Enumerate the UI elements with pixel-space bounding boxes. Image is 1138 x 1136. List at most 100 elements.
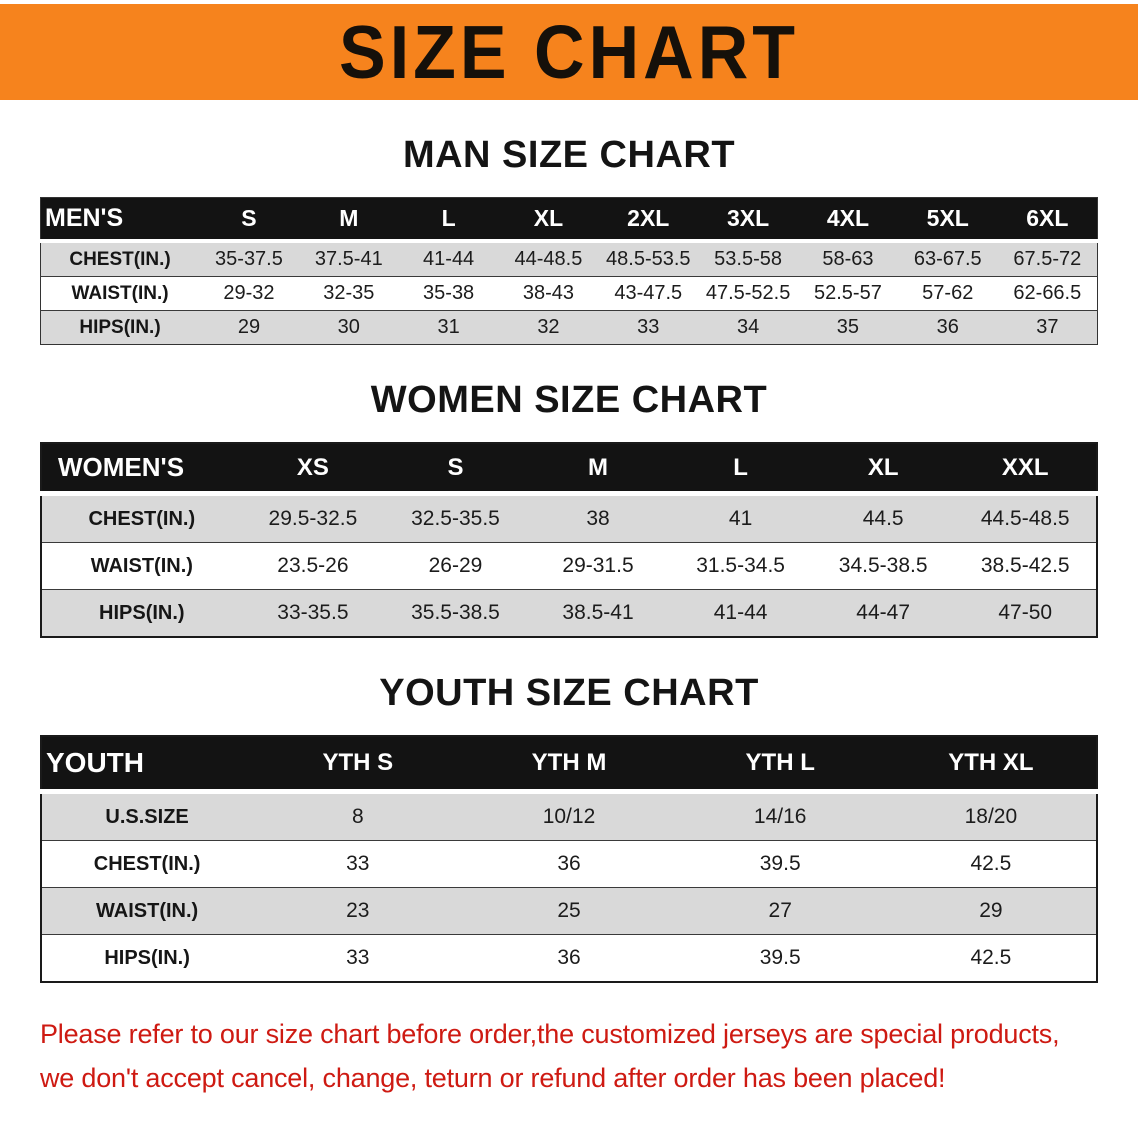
size-header-cell: 4XL xyxy=(798,197,898,243)
value-cell: 35-38 xyxy=(423,282,475,304)
disclaimer: Please refer to our size chart before or… xyxy=(40,1013,1138,1100)
size-header-cell: XS xyxy=(241,443,385,496)
size-header-cell: XXL xyxy=(954,443,1097,496)
size-header-cell: 3XL xyxy=(698,197,799,243)
value-cell: 33-35.5 xyxy=(277,601,349,624)
value-cell: 33 xyxy=(637,316,660,338)
value-cell: 32-35 xyxy=(323,282,375,304)
value-cell: 39.5 xyxy=(759,946,801,969)
table-header-row: MEN'S S M L XL 2XL 3XL 4XL 5XL 6XL xyxy=(40,197,1098,243)
value-cell: 38-43 xyxy=(522,282,575,304)
value-cell: 37 xyxy=(1036,316,1059,338)
value-cell: 36 xyxy=(557,852,581,875)
value-cell: 58-63 xyxy=(822,248,874,270)
table-header-row: YOUTH YTH S YTH M YTH L YTH XL xyxy=(41,736,1097,794)
size-header-cell: S xyxy=(384,443,527,496)
value-cell: 48.5-53.5 xyxy=(606,248,691,270)
value-cell: 36 xyxy=(557,946,581,969)
value-cell: 37.5-41 xyxy=(314,248,383,270)
value-cell: 33 xyxy=(346,946,370,969)
value-cell: 44-47 xyxy=(856,601,911,624)
size-header-cell: 5XL xyxy=(897,197,998,243)
men-heading: MAN SIZE CHART xyxy=(402,134,736,176)
youth-section: YOUTH SIZE CHART YOUTH YTH S YTH M YTH L YTH… xyxy=(0,672,1138,983)
value-cell: 18/20 xyxy=(964,805,1018,828)
size-header-cell: XL xyxy=(811,443,955,496)
value-cell: 41-44 xyxy=(423,248,475,270)
table-row: HIPS(IN.) 29 30 31 32 33 34 35 36 37 xyxy=(40,310,1098,345)
value-cell: 27 xyxy=(768,899,792,922)
row-label-cell: CHEST(IN.) xyxy=(69,248,171,270)
value-cell: 42.5 xyxy=(970,852,1012,875)
youth-size-table: YOUTH YTH S YTH M YTH L YTH XL U.S.SIZE 8 10/12… xyxy=(40,735,1098,983)
value-cell: 29 xyxy=(979,899,1003,922)
youth-heading: YOUTH SIZE CHART xyxy=(379,672,759,714)
row-label-cell: HIPS(IN.) xyxy=(79,316,161,338)
value-cell: 47-50 xyxy=(998,601,1053,624)
disclaimer-line-1: Please refer to our size chart before or… xyxy=(40,1019,1060,1049)
size-chart-page: SIZE CHART MAN SIZE CHART MEN'S S M L XL 2XL 3… xyxy=(0,4,1138,1100)
value-cell: 35-37.5 xyxy=(215,248,283,270)
value-cell: 41 xyxy=(728,507,753,530)
row-label-cell: CHEST(IN.) xyxy=(88,507,196,530)
table-row: HIPS(IN.) 33-35.5 35.5-38.5 38.5-41 41-44 44-… xyxy=(41,589,1097,637)
row-label-cell: CHEST(IN.) xyxy=(93,852,201,875)
table-row: WAIST(IN.) 29-32 32-35 35-38 38-43 43-47.5 47.… xyxy=(40,277,1098,311)
size-header-cell: M xyxy=(526,443,670,496)
size-header-cell: YTH XL xyxy=(885,736,1097,794)
value-cell: 8 xyxy=(351,805,364,828)
men-size-table: MEN'S S M L XL 2XL 3XL 4XL 5XL 6XL CHEST(IN.) 35-37… xyxy=(40,197,1098,345)
value-cell: 43-47.5 xyxy=(614,282,683,304)
row-label-cell: U.S.SIZE xyxy=(105,805,189,828)
value-cell: 10/12 xyxy=(542,805,596,828)
value-cell: 29.5-32.5 xyxy=(268,507,358,530)
value-cell: 32.5-35.5 xyxy=(411,507,500,530)
value-cell: 25 xyxy=(557,899,581,922)
table-title-cell: MEN'S xyxy=(40,197,200,243)
value-cell: 42.5 xyxy=(970,946,1012,969)
value-cell: 23 xyxy=(346,899,370,922)
value-cell: 41-44 xyxy=(713,601,768,624)
value-cell: 44.5 xyxy=(862,507,904,530)
value-cell: 39.5 xyxy=(759,852,801,875)
value-cell: 26-29 xyxy=(428,554,483,577)
value-cell: 63-67.5 xyxy=(913,248,982,270)
row-label-cell: HIPS(IN.) xyxy=(104,946,190,969)
row-label-cell: WAIST(IN.) xyxy=(95,899,199,922)
value-cell: 67.5-72 xyxy=(1013,248,1082,270)
value-cell: 34.5-38.5 xyxy=(838,554,928,577)
value-cell: 29 xyxy=(237,316,261,338)
table-row: WAIST(IN.) 23 25 27 29 xyxy=(41,887,1097,935)
value-cell: 52.5-57 xyxy=(814,282,882,304)
size-header-cell: YTH L xyxy=(674,736,886,794)
table-row: CHEST(IN.) 29.5-32.5 32.5-35.5 38 41 44.5 44.5… xyxy=(41,493,1097,543)
size-header-cell: YTH M xyxy=(463,736,675,794)
value-cell: 38.5-41 xyxy=(562,601,634,624)
value-cell: 53.5-58 xyxy=(714,248,783,270)
value-cell: 31.5-34.5 xyxy=(696,554,785,577)
value-cell: 33 xyxy=(346,852,370,875)
women-section: WOMEN SIZE CHART WOMEN'S XS S M L XL XXL CHEST(… xyxy=(0,379,1138,638)
value-cell: 29-31.5 xyxy=(562,554,634,577)
value-cell: 57-62 xyxy=(922,282,974,304)
value-cell: 44-48.5 xyxy=(514,248,583,270)
table-title-cell: WOMEN'S xyxy=(41,443,242,496)
value-cell: 14/16 xyxy=(753,805,807,828)
size-header-cell: 6XL xyxy=(997,197,1098,243)
value-cell: 38.5-42.5 xyxy=(980,554,1070,577)
table-title-cell: YOUTH xyxy=(41,736,253,794)
size-header-cell: 2XL xyxy=(598,197,699,243)
value-cell: 35.5-38.5 xyxy=(411,601,500,624)
banner: SIZE CHART xyxy=(0,4,1138,100)
row-label-cell: WAIST(IN.) xyxy=(71,282,169,304)
row-label-cell: WAIST(IN.) xyxy=(90,554,193,577)
value-cell: 38 xyxy=(586,507,610,530)
size-header-cell: L xyxy=(669,443,812,496)
value-cell: 34 xyxy=(736,316,760,338)
table-row: HIPS(IN.) 33 36 39.5 42.5 xyxy=(41,935,1097,983)
value-cell: 47.5-52.5 xyxy=(705,282,791,304)
table-row: U.S.SIZE 8 10/12 14/16 18/20 xyxy=(41,791,1097,841)
value-cell: 30 xyxy=(337,316,360,338)
size-header-cell: L xyxy=(398,197,499,243)
disclaimer-line-2: we don't accept cancel, change, teturn o… xyxy=(40,1062,946,1093)
